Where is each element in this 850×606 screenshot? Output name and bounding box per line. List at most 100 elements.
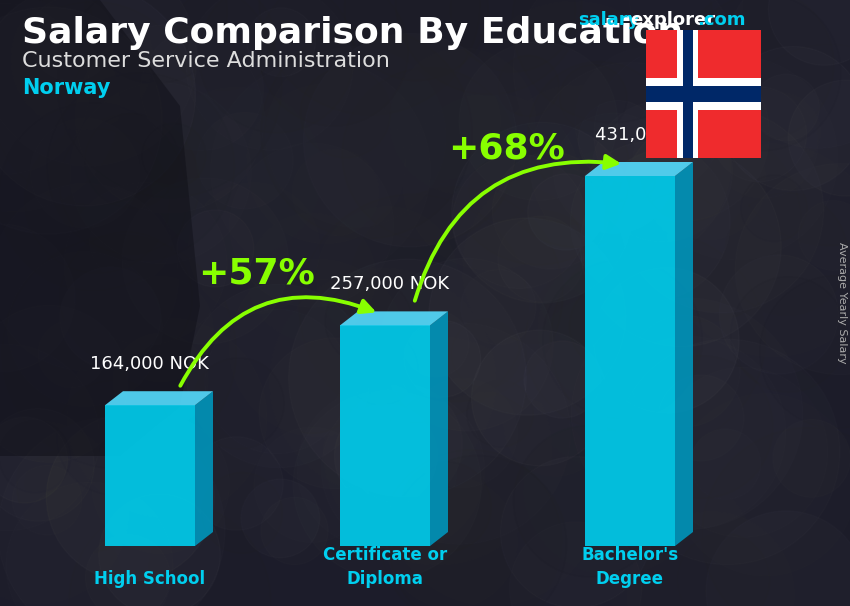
Text: .com: .com xyxy=(697,11,745,29)
Circle shape xyxy=(259,338,410,488)
Circle shape xyxy=(292,149,379,236)
Text: Salary Comparison By Education: Salary Comparison By Education xyxy=(22,16,683,50)
FancyArrowPatch shape xyxy=(180,297,372,386)
Circle shape xyxy=(343,68,516,241)
Polygon shape xyxy=(105,391,213,405)
Circle shape xyxy=(177,210,254,287)
Circle shape xyxy=(99,494,220,606)
Circle shape xyxy=(731,277,846,392)
Circle shape xyxy=(628,315,740,427)
Circle shape xyxy=(735,164,850,375)
Circle shape xyxy=(543,259,702,419)
Circle shape xyxy=(384,63,501,179)
Circle shape xyxy=(0,7,162,234)
Circle shape xyxy=(47,73,235,260)
Text: Average Yearly Salary: Average Yearly Salary xyxy=(837,242,847,364)
Polygon shape xyxy=(675,162,693,546)
Circle shape xyxy=(472,330,607,466)
Circle shape xyxy=(403,310,469,377)
Circle shape xyxy=(141,28,264,150)
Polygon shape xyxy=(0,0,200,456)
Circle shape xyxy=(530,62,731,264)
Circle shape xyxy=(404,321,480,398)
Circle shape xyxy=(509,522,642,606)
Circle shape xyxy=(60,267,161,368)
Circle shape xyxy=(142,123,206,187)
Circle shape xyxy=(462,1,684,224)
Circle shape xyxy=(85,0,227,84)
Circle shape xyxy=(428,218,626,415)
Circle shape xyxy=(768,0,850,65)
Circle shape xyxy=(649,124,766,240)
Circle shape xyxy=(498,56,559,116)
Circle shape xyxy=(658,375,744,461)
Circle shape xyxy=(230,259,407,436)
Circle shape xyxy=(289,259,526,497)
Circle shape xyxy=(525,258,698,431)
Circle shape xyxy=(0,102,187,291)
Circle shape xyxy=(299,195,528,423)
Circle shape xyxy=(501,456,652,606)
Polygon shape xyxy=(340,311,448,325)
Circle shape xyxy=(269,268,496,494)
Circle shape xyxy=(513,0,740,182)
Circle shape xyxy=(343,131,559,347)
Circle shape xyxy=(462,168,663,369)
Circle shape xyxy=(451,122,632,303)
Circle shape xyxy=(0,476,122,606)
Circle shape xyxy=(241,479,320,558)
Polygon shape xyxy=(340,325,430,546)
Circle shape xyxy=(335,405,437,507)
Circle shape xyxy=(492,152,609,269)
Circle shape xyxy=(199,0,354,133)
Text: 164,000 NOK: 164,000 NOK xyxy=(90,355,209,373)
Circle shape xyxy=(658,367,828,538)
Circle shape xyxy=(122,178,288,344)
FancyArrowPatch shape xyxy=(415,156,617,301)
Polygon shape xyxy=(646,30,761,158)
Circle shape xyxy=(528,174,604,250)
Circle shape xyxy=(0,0,197,166)
Circle shape xyxy=(196,113,293,209)
Polygon shape xyxy=(195,391,213,546)
Circle shape xyxy=(721,47,850,191)
Circle shape xyxy=(495,85,657,247)
Text: 257,000 NOK: 257,000 NOK xyxy=(330,275,449,293)
Circle shape xyxy=(575,47,723,196)
Circle shape xyxy=(343,331,418,405)
Circle shape xyxy=(25,128,170,273)
Circle shape xyxy=(401,462,491,551)
Text: High School: High School xyxy=(94,570,206,588)
Circle shape xyxy=(343,384,462,504)
Circle shape xyxy=(524,341,601,418)
Circle shape xyxy=(706,511,850,606)
Circle shape xyxy=(595,474,755,606)
Circle shape xyxy=(570,142,730,301)
Text: explorer: explorer xyxy=(630,11,715,29)
Circle shape xyxy=(69,501,271,606)
Text: 431,000 NOK: 431,000 NOK xyxy=(595,126,714,144)
Circle shape xyxy=(47,413,214,581)
Circle shape xyxy=(570,282,659,371)
Circle shape xyxy=(528,62,671,204)
Circle shape xyxy=(725,193,847,315)
Circle shape xyxy=(76,21,188,132)
Circle shape xyxy=(578,101,658,180)
Circle shape xyxy=(190,437,283,530)
Circle shape xyxy=(498,216,584,302)
Circle shape xyxy=(386,476,518,606)
Circle shape xyxy=(684,0,841,151)
Circle shape xyxy=(702,428,850,606)
Circle shape xyxy=(594,46,769,221)
Circle shape xyxy=(86,535,170,606)
Circle shape xyxy=(76,24,264,213)
Circle shape xyxy=(3,235,236,469)
Text: Bachelor's
Degree: Bachelor's Degree xyxy=(581,547,678,588)
Circle shape xyxy=(513,425,665,577)
Polygon shape xyxy=(677,30,698,158)
Text: +57%: +57% xyxy=(198,256,314,290)
Circle shape xyxy=(0,417,67,503)
Circle shape xyxy=(385,392,599,606)
Circle shape xyxy=(303,33,517,247)
Circle shape xyxy=(450,0,575,72)
